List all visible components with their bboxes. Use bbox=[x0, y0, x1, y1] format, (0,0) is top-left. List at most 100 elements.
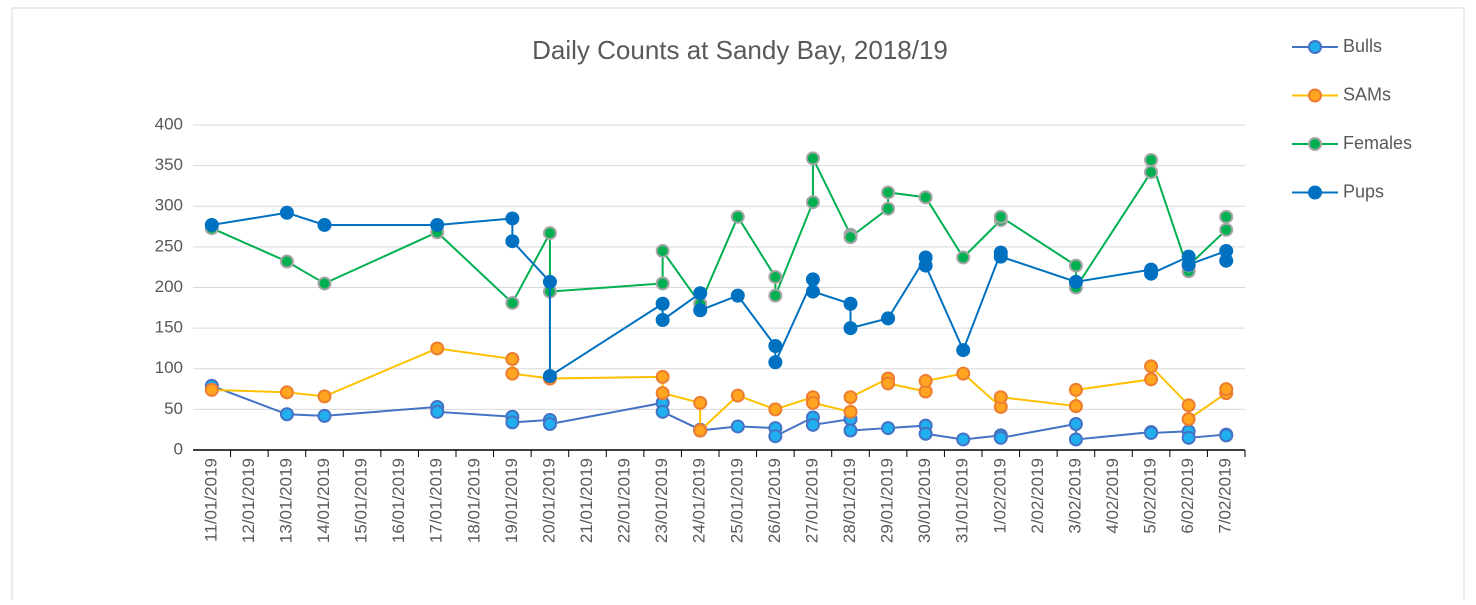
x-tick-label: 22/01/2019 bbox=[615, 458, 634, 543]
marker bbox=[730, 288, 745, 303]
marker bbox=[1181, 412, 1196, 427]
x-tick-label: 16/01/2019 bbox=[389, 458, 408, 543]
marker bbox=[1144, 266, 1159, 281]
marker bbox=[1144, 425, 1159, 440]
marker bbox=[843, 296, 858, 311]
marker bbox=[505, 234, 520, 249]
marker bbox=[1144, 359, 1159, 374]
marker bbox=[1219, 428, 1234, 443]
marker bbox=[655, 404, 670, 419]
marker bbox=[542, 369, 557, 384]
x-tick-label: 5/02/2019 bbox=[1141, 458, 1160, 534]
marker bbox=[843, 423, 858, 438]
marker bbox=[279, 205, 294, 220]
marker bbox=[655, 313, 670, 327]
marker bbox=[505, 211, 520, 226]
x-tick-label: 25/01/2019 bbox=[727, 458, 746, 543]
marker bbox=[542, 417, 557, 431]
x-tick-label: 15/01/2019 bbox=[352, 458, 371, 543]
marker bbox=[843, 321, 858, 336]
marker bbox=[655, 369, 670, 384]
marker bbox=[204, 382, 219, 397]
marker bbox=[993, 390, 1008, 405]
x-tick-label: 20/01/2019 bbox=[539, 458, 558, 543]
marker bbox=[768, 269, 783, 284]
marker bbox=[204, 217, 219, 232]
marker bbox=[805, 284, 820, 299]
marker bbox=[881, 311, 896, 326]
x-tick-label: 29/01/2019 bbox=[878, 458, 897, 543]
marker bbox=[1219, 253, 1234, 268]
y-tick-label: 200 bbox=[155, 277, 183, 296]
marker bbox=[430, 341, 445, 356]
marker bbox=[730, 419, 745, 434]
chart-frame bbox=[11, 7, 1465, 605]
marker bbox=[956, 432, 971, 447]
marker bbox=[1219, 209, 1234, 224]
marker bbox=[1181, 430, 1196, 445]
x-tick-label: 6/02/2019 bbox=[1178, 458, 1197, 534]
x-tick-label: 11/01/2019 bbox=[201, 458, 220, 542]
x-tick-label: 24/01/2019 bbox=[690, 458, 709, 543]
marker bbox=[693, 423, 708, 438]
x-tick-label: 28/01/2019 bbox=[840, 458, 859, 543]
y-tick-label: 150 bbox=[155, 318, 183, 337]
marker bbox=[768, 355, 783, 370]
marker bbox=[1181, 398, 1196, 413]
y-tick-label: 350 bbox=[155, 155, 183, 174]
x-tick-label: 3/02/2019 bbox=[1065, 458, 1084, 534]
x-tick-label: 30/01/2019 bbox=[915, 458, 934, 543]
legend-label: Bulls bbox=[1343, 36, 1382, 56]
y-tick-label: 0 bbox=[174, 439, 183, 458]
marker bbox=[279, 254, 294, 269]
marker bbox=[317, 276, 332, 291]
marker bbox=[730, 209, 745, 224]
y-tick-label: 250 bbox=[155, 236, 183, 255]
marker bbox=[655, 276, 670, 291]
marker bbox=[918, 190, 933, 205]
legend-label: Pups bbox=[1343, 181, 1384, 201]
marker bbox=[317, 408, 332, 423]
marker bbox=[505, 366, 520, 381]
y-tick-label: 300 bbox=[155, 196, 183, 215]
x-tick-label: 26/01/2019 bbox=[765, 458, 784, 543]
x-tick-label: 19/01/2019 bbox=[502, 458, 521, 543]
marker bbox=[542, 274, 557, 289]
marker bbox=[918, 258, 933, 273]
x-tick-label: 2/02/2019 bbox=[1028, 458, 1047, 534]
marker bbox=[1068, 399, 1083, 414]
y-tick-label: 400 bbox=[155, 114, 183, 133]
marker bbox=[881, 421, 896, 436]
marker bbox=[430, 217, 445, 232]
marker bbox=[881, 201, 896, 216]
marker bbox=[1219, 382, 1234, 397]
marker bbox=[430, 404, 445, 419]
marker bbox=[918, 373, 933, 388]
marker bbox=[843, 404, 858, 419]
marker bbox=[768, 429, 783, 444]
x-tick-label: 23/01/2019 bbox=[652, 458, 671, 543]
marker bbox=[693, 395, 708, 410]
marker bbox=[1144, 165, 1159, 180]
marker bbox=[881, 185, 896, 200]
marker bbox=[693, 303, 708, 318]
x-tick-label: 14/01/2019 bbox=[314, 458, 333, 543]
chart-title: Daily Counts at Sandy Bay, 2018/19 bbox=[532, 35, 948, 65]
marker bbox=[730, 388, 745, 403]
marker bbox=[805, 195, 820, 210]
marker bbox=[768, 288, 783, 303]
marker bbox=[317, 389, 332, 404]
marker bbox=[805, 417, 820, 432]
legend-label: SAMs bbox=[1343, 84, 1391, 104]
marker bbox=[956, 343, 971, 358]
marker bbox=[505, 295, 520, 310]
legend-marker bbox=[1308, 137, 1322, 151]
marker bbox=[693, 286, 708, 301]
legend-marker bbox=[1308, 185, 1322, 200]
marker bbox=[279, 385, 294, 400]
marker bbox=[993, 209, 1008, 224]
marker bbox=[655, 296, 670, 311]
x-tick-label: 13/01/2019 bbox=[276, 458, 295, 543]
x-tick-label: 31/01/2019 bbox=[953, 458, 972, 543]
x-tick-label: 4/02/2019 bbox=[1103, 458, 1122, 534]
